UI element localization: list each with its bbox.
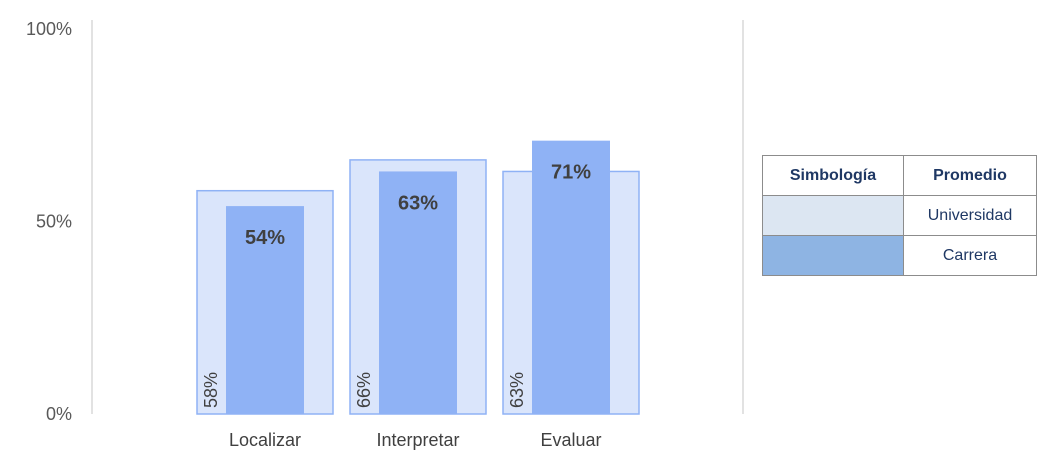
legend-header-promedio: Promedio [903, 155, 1037, 196]
y-tick-label: 50% [36, 212, 72, 232]
data-label-universidad: 63% [507, 372, 527, 408]
y-tick-label: 100% [26, 19, 72, 39]
data-label-universidad: 66% [354, 372, 374, 408]
data-label-carrera: 71% [551, 162, 591, 184]
legend-header-row: Simbología Promedio [762, 155, 1037, 196]
legend-swatch-universidad [762, 195, 904, 236]
legend-swatch-carrera [762, 235, 904, 276]
legend-table: Simbología Promedio Universidad Carrera [762, 155, 1037, 276]
legend-header-simbologia: Simbología [762, 155, 904, 196]
y-tick-label: 0% [46, 404, 72, 424]
data-label-carrera: 63% [398, 192, 438, 214]
legend-row-carrera: Carrera [762, 235, 1037, 276]
legend-row-universidad: Universidad [762, 195, 1037, 236]
data-label-carrera: 54% [245, 227, 285, 249]
legend-label-carrera: Carrera [903, 235, 1037, 276]
bar-carrera [379, 171, 457, 414]
x-category-label: Evaluar [540, 430, 601, 450]
bar-carrera [226, 206, 304, 414]
x-category-label: Interpretar [376, 430, 459, 450]
bar-carrera [532, 140, 610, 414]
data-label-universidad: 58% [201, 372, 221, 408]
legend-label-universidad: Universidad [903, 195, 1037, 236]
x-category-label: Localizar [229, 430, 301, 450]
